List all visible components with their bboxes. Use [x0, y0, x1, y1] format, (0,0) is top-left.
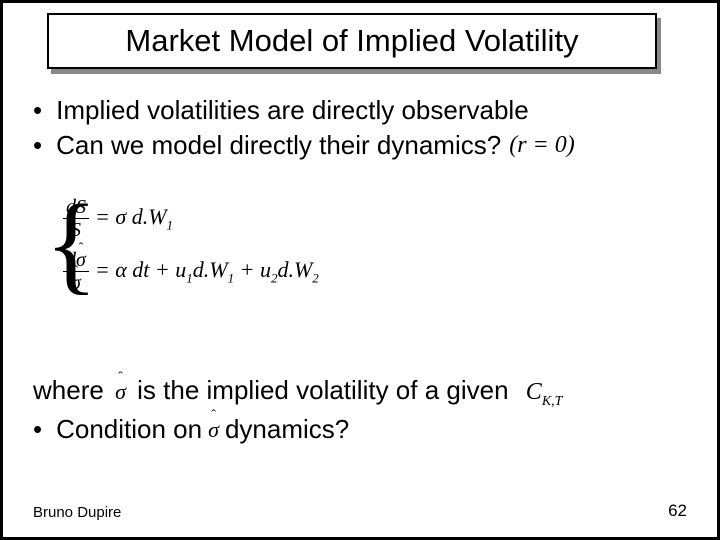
equation-system: { dS S = σ d.W1 dˆσ ˆσ = α dt + u1d.W1 +…	[63, 188, 319, 302]
author-footer: Bruno Dupire	[33, 504, 121, 521]
title-box: Market Model of Implied Volatility	[47, 13, 657, 69]
bullet-dot-icon: •	[33, 128, 42, 163]
bullet-2-text: Can we model directly their dynamics?	[56, 128, 501, 163]
equation-1: dS S = σ d.W1	[63, 196, 319, 241]
sigma-hat-symbol: ˆσ	[115, 375, 126, 408]
ckt-symbol: CK,T	[526, 379, 563, 405]
slide-title: Market Model of Implied Volatility	[125, 23, 578, 59]
content-area: • Implied volatilities are directly obse…	[33, 93, 687, 163]
bullet-dot-icon: •	[33, 412, 42, 447]
page-number: 62	[668, 501, 687, 521]
cond-post: dynamics?	[225, 412, 349, 447]
where-rest: is the implied volatility of a given	[137, 375, 508, 405]
eq2-rhs: = α dt + u1d.W1 + u2d.W2	[95, 257, 319, 286]
eq1-rhs: = σ d.W1	[95, 204, 173, 233]
where-word: where	[33, 375, 104, 405]
slide-frame: Market Model of Implied Volatility • Imp…	[0, 0, 720, 540]
equation-2: dˆσ ˆσ = α dt + u1d.W1 + u2d.W2	[63, 249, 319, 294]
bullet-dot-icon: •	[33, 93, 42, 128]
sigma-hat-symbol-2: ˆσ	[208, 415, 219, 445]
bullet-1-text: Implied volatilities are directly observ…	[56, 93, 529, 128]
bullet-2: • Can we model directly their dynamics? …	[33, 128, 687, 163]
where-block: where ˆσ is the implied volatility of a …	[33, 371, 687, 447]
where-line-1: where ˆσ is the implied volatility of a …	[33, 371, 687, 412]
bullet-3: • Condition on ˆσ dynamics?	[33, 412, 687, 447]
cond-pre: Condition on	[56, 412, 202, 447]
condition-r: (r = 0)	[509, 129, 575, 161]
bullet-1: • Implied volatilities are directly obse…	[33, 93, 687, 128]
